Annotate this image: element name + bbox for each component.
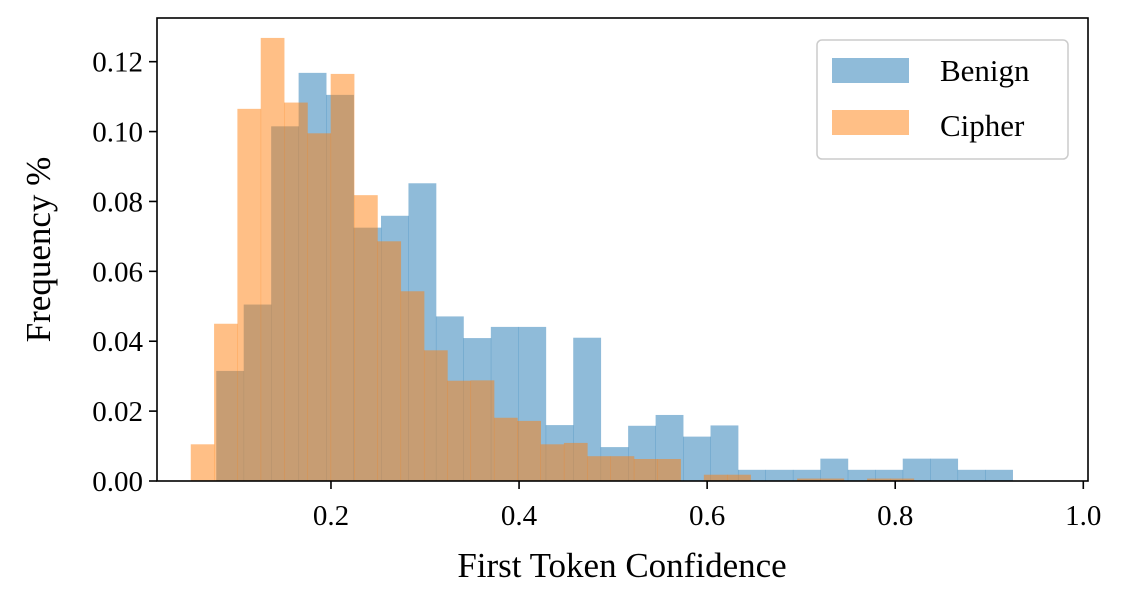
legend-swatch-cipher — [832, 110, 909, 135]
y-tick-label: 0.06 — [92, 256, 143, 288]
bar-cipher — [703, 474, 728, 481]
bar-cipher — [214, 323, 238, 481]
bar-benign — [875, 469, 904, 481]
bar-benign — [957, 469, 986, 481]
x-tick-label: 1.0 — [1065, 500, 1101, 532]
y-tick-label: 0.02 — [92, 396, 143, 428]
bar-cipher — [493, 417, 518, 481]
legend-label-cipher: Cipher — [940, 108, 1025, 143]
y-tick-label: 0.10 — [92, 117, 143, 149]
bar-benign — [710, 425, 739, 481]
bar-cipher — [633, 458, 658, 481]
series-cipher — [190, 37, 915, 482]
x-axis-ticks: 0.2 0.4 0.6 0.8 1.0 — [313, 481, 1101, 532]
x-tick-label: 0.6 — [689, 500, 725, 532]
legend-label-benign: Benign — [940, 53, 1030, 88]
bar-benign — [985, 469, 1013, 481]
y-tick-label: 0.12 — [92, 47, 143, 79]
bar-benign — [820, 458, 849, 481]
x-tick-label: 0.4 — [501, 500, 538, 532]
bar-cipher — [307, 133, 332, 481]
bar-cipher — [237, 108, 262, 481]
y-tick-label: 0.08 — [92, 186, 143, 218]
bar-cipher — [587, 456, 611, 481]
y-axis-label: Frequency % — [19, 157, 58, 343]
bar-cipher — [540, 444, 565, 481]
bar-cipher — [330, 73, 355, 481]
bar-cipher — [563, 442, 588, 481]
bar-cipher — [610, 456, 635, 481]
bar-benign — [737, 469, 766, 481]
bar-cipher — [727, 474, 751, 481]
bar-benign — [792, 469, 821, 481]
plot-frame — [156, 17, 1089, 482]
bar-cipher — [400, 291, 425, 481]
x-axis-label: First Token Confidence — [457, 546, 786, 585]
bar-cipher — [284, 102, 308, 481]
bar-cipher — [657, 458, 681, 481]
y-tick-label: 0.00 — [92, 466, 143, 498]
bars-layer — [190, 37, 1013, 482]
bar-cipher — [260, 37, 285, 482]
y-tick-label: 0.04 — [92, 326, 143, 358]
bar-benign — [683, 436, 711, 481]
y-axis-ticks: 0.00 0.02 0.04 0.06 0.08 0.10 0.12 — [92, 47, 157, 498]
bar-benign — [930, 458, 959, 481]
bar-cipher — [447, 380, 472, 481]
bar-cipher — [470, 380, 495, 481]
bar-cipher — [190, 444, 215, 481]
bar-benign — [902, 458, 931, 481]
bar-cipher — [354, 195, 378, 481]
legend-swatch-benign — [832, 58, 909, 83]
bar-cipher — [797, 478, 821, 481]
bar-cipher — [423, 350, 448, 481]
bar-cipher — [867, 478, 891, 481]
bar-benign — [765, 469, 794, 481]
x-tick-label: 0.8 — [877, 500, 913, 532]
bar-cipher — [377, 241, 402, 481]
x-tick-label: 0.2 — [313, 500, 349, 532]
bar-benign — [847, 469, 876, 481]
bar-cipher — [517, 420, 541, 481]
legend: Benign Cipher — [816, 39, 1069, 160]
bar-cipher — [890, 478, 915, 481]
bar-cipher — [820, 478, 845, 481]
